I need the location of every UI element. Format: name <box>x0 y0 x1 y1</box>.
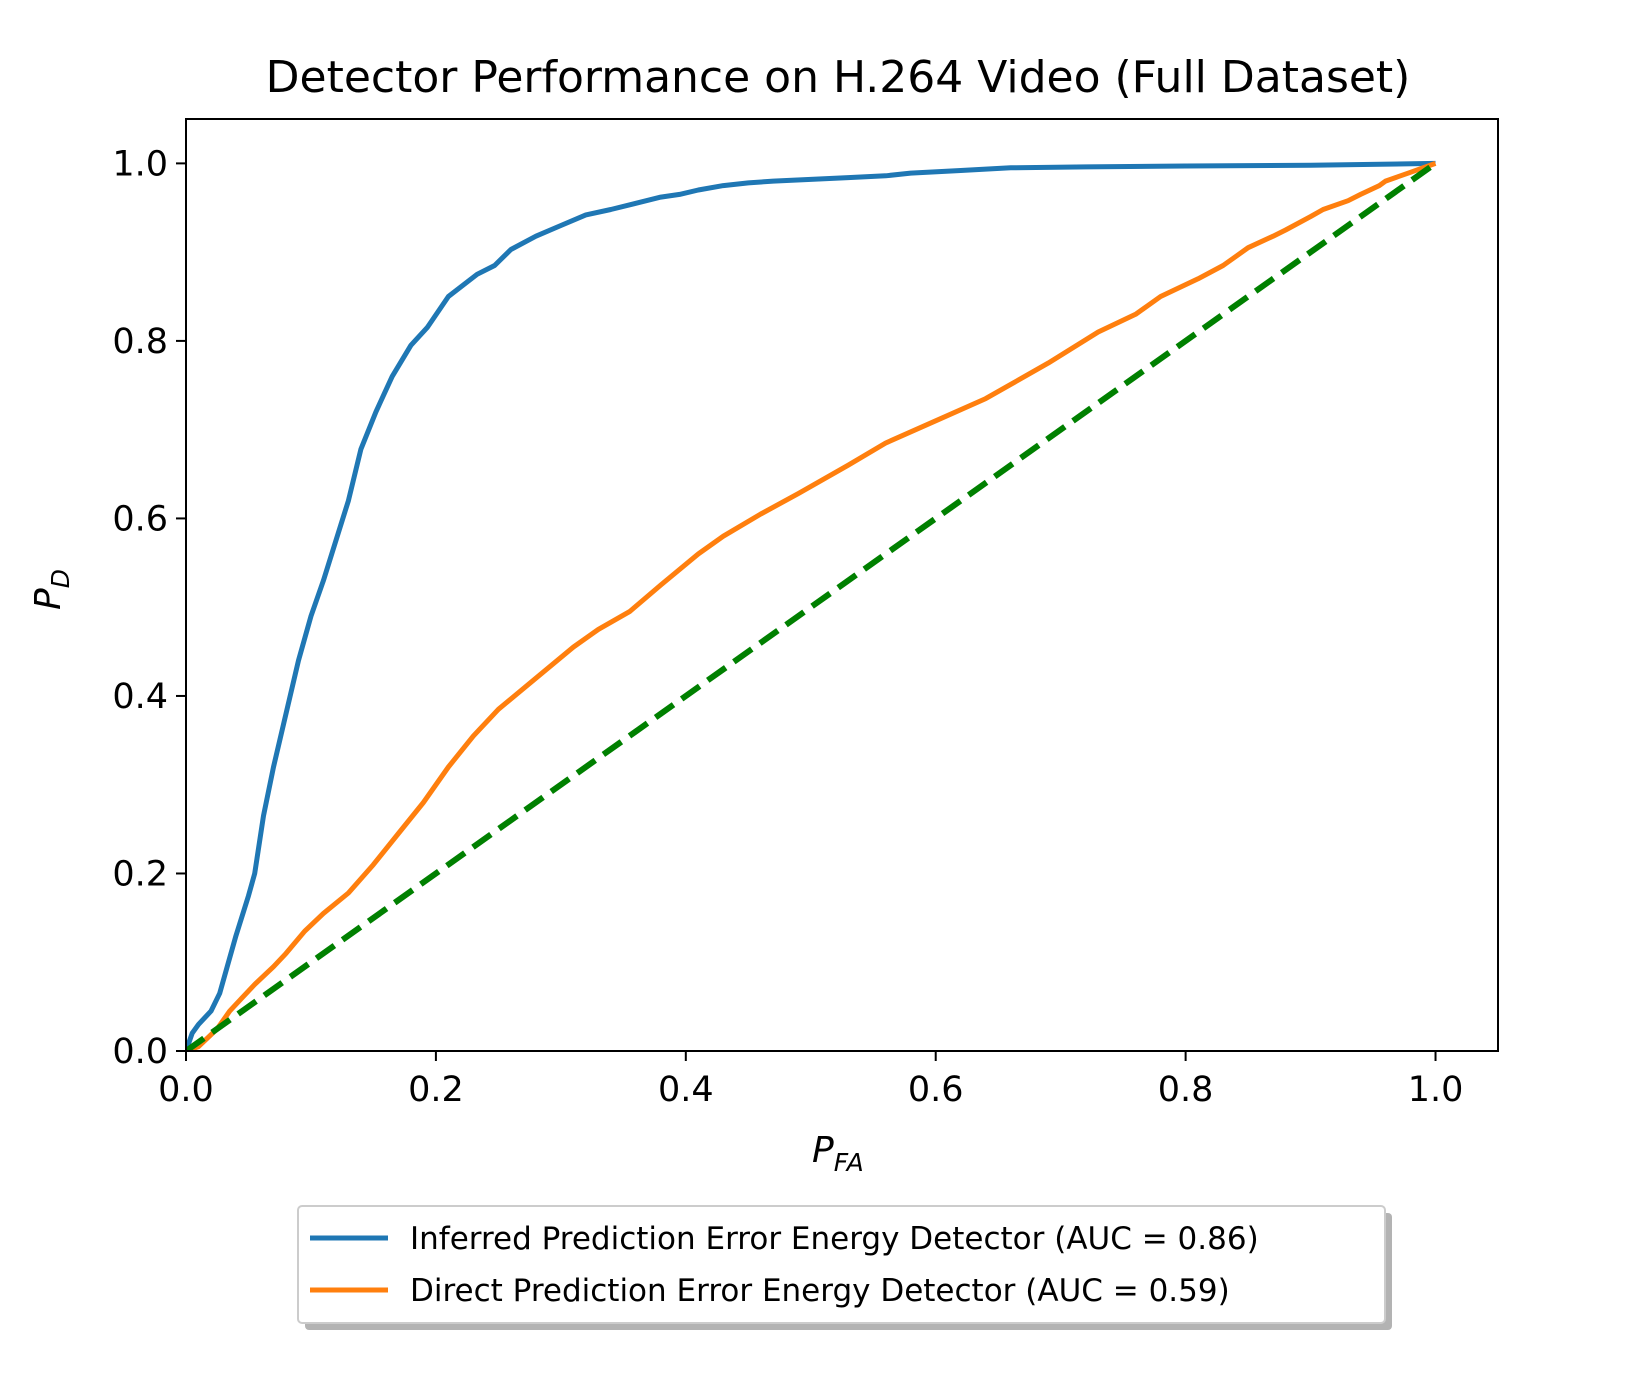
x-axis-label-sub: FA <box>834 1148 864 1177</box>
x-tick-label: 0.4 <box>658 1070 714 1110</box>
series-direct-line <box>186 161 1437 1051</box>
y-tick-label: 0.8 <box>112 322 168 362</box>
x-axis-label-main: P <box>812 1130 834 1171</box>
series-layer <box>186 160 1438 1051</box>
y-axis-label: PD <box>28 569 75 610</box>
x-axis-ticks: 0.0 0.2 0.4 0.6 0.8 1.0 <box>158 1051 1463 1110</box>
legend: Inferred Prediction Error Energy Detecto… <box>297 1205 1392 1330</box>
legend-box <box>297 1205 1386 1324</box>
y-axis-label-main: P <box>28 588 69 610</box>
y-tick-label: 1.0 <box>112 144 168 184</box>
chance-diagonal-line <box>186 160 1438 1051</box>
y-axis-label-sub: D <box>46 569 75 588</box>
y-tick-label: 0.6 <box>112 499 168 539</box>
x-tick-label: 0.0 <box>158 1070 214 1110</box>
plot-frame <box>185 118 1499 1052</box>
y-axis-ticks: 0.0 0.2 0.4 0.6 0.8 1.0 <box>112 144 186 1072</box>
legend-label-direct: Direct Prediction Error Energy Detector … <box>410 1273 1230 1309</box>
x-tick-label: 0.8 <box>1158 1070 1214 1110</box>
legend-label-inferred: Inferred Prediction Error Energy Detecto… <box>410 1221 1259 1257</box>
series-inferred-line <box>186 160 1436 1051</box>
x-tick-label: 0.2 <box>408 1070 464 1110</box>
x-tick-label: 1.0 <box>1408 1070 1464 1110</box>
chart-title: Detector Performance on H.264 Video (Ful… <box>266 52 1411 103</box>
x-tick-label: 0.6 <box>908 1070 964 1110</box>
y-tick-label: 0.4 <box>112 677 168 717</box>
y-tick-label: 0.2 <box>112 854 168 894</box>
plot-area <box>185 118 1499 1052</box>
x-axis-label: PFA <box>812 1130 864 1177</box>
y-tick-label: 0.0 <box>112 1032 168 1072</box>
